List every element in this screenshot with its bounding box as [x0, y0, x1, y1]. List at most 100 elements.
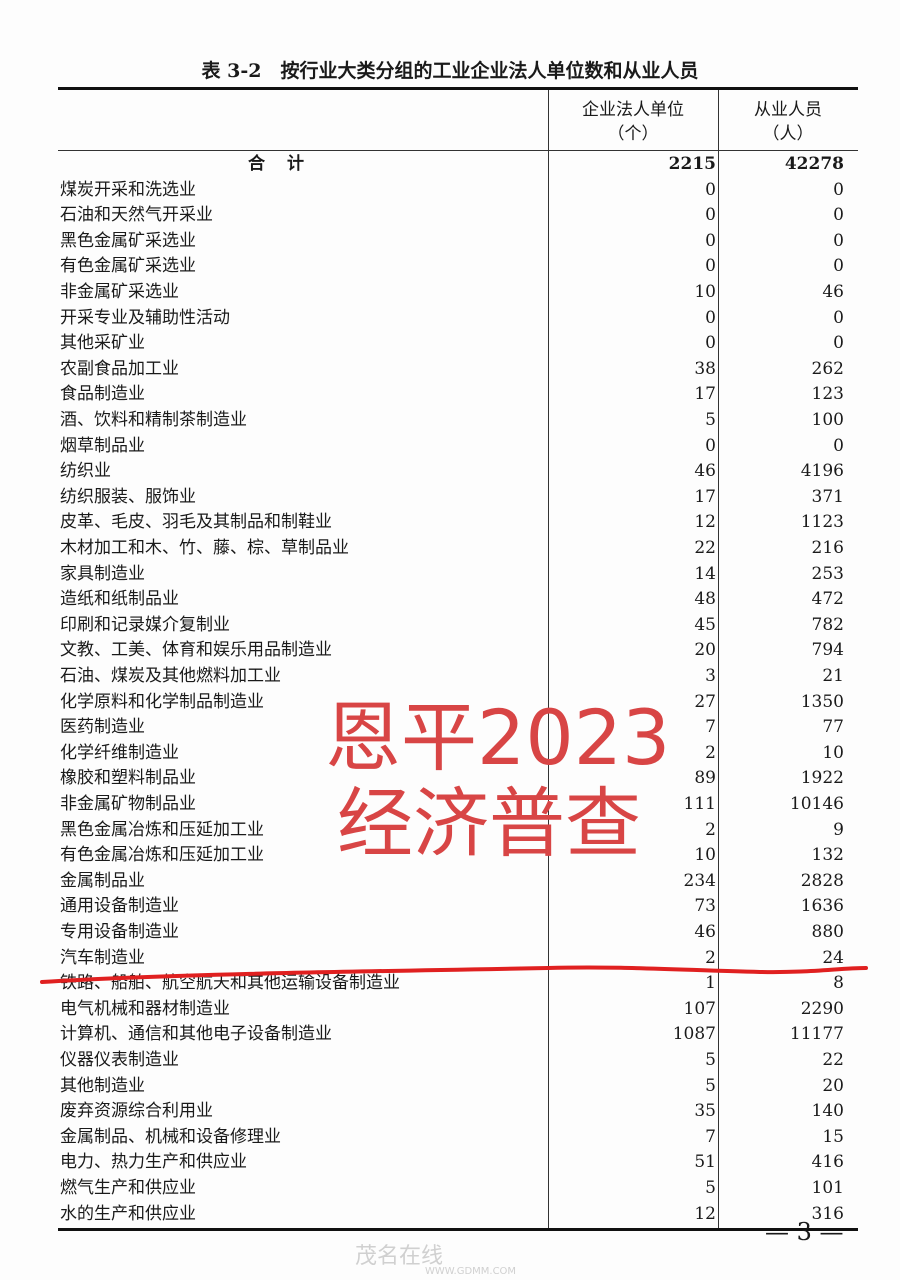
- watermark: 茂名在线 WWW.GDMM.COM: [355, 1238, 516, 1277]
- row-employees: 15: [822, 1126, 844, 1147]
- row-name: 印刷和记录媒介复制业: [60, 614, 230, 635]
- table-row: 开采专业及辅助性活动 0 0: [58, 306, 858, 332]
- row-name: 电气机械和器材制造业: [60, 998, 230, 1019]
- table-row: 仪器仪表制造业 5 22: [58, 1048, 858, 1074]
- row-employees: 46: [822, 281, 844, 302]
- row-units: 5: [705, 1049, 716, 1070]
- row-employees: 24: [822, 947, 844, 968]
- row-units: 2: [705, 947, 716, 968]
- row-name: 燃气生产和供应业: [60, 1177, 196, 1198]
- row-name: 金属制品业: [60, 870, 145, 891]
- row-employees: 10146: [789, 793, 844, 814]
- table-row: 其他制造业 5 20: [58, 1074, 858, 1100]
- row-name: 汽车制造业: [60, 947, 145, 968]
- row-name: 纺织业: [60, 461, 111, 482]
- row-name: 黑色金属矿采选业: [60, 230, 196, 251]
- row-employees: 0: [833, 179, 844, 200]
- row-name: 家具制造业: [60, 563, 145, 584]
- row-name: 仪器仪表制造业: [60, 1049, 179, 1070]
- row-name: 橡胶和塑料制品业: [60, 768, 196, 789]
- row-units: 22: [694, 537, 716, 558]
- table-row: 其他采矿业 0 0: [58, 331, 858, 357]
- row-units: 27: [694, 691, 716, 712]
- row-name: 食品制造业: [60, 384, 145, 405]
- table-row: 文教、工美、体育和娱乐用品制造业 20 794: [58, 638, 858, 664]
- row-name: 化学原料和化学制品制造业: [60, 691, 264, 712]
- row-employees: 0: [833, 230, 844, 251]
- row-name: 开采专业及辅助性活动: [60, 307, 230, 328]
- row-units: 14: [694, 563, 716, 584]
- column-divider: [548, 90, 549, 1229]
- row-employees: 2828: [800, 870, 844, 891]
- table-row: 电气机械和器材制造业 107 2290: [58, 997, 858, 1023]
- row-name: 纺织服装、服饰业: [60, 486, 196, 507]
- row-units: 35: [694, 1101, 716, 1122]
- row-name: 石油、煤炭及其他燃料加工业: [60, 665, 281, 686]
- row-employees: 316: [811, 1203, 844, 1224]
- row-name: 其他制造业: [60, 1075, 145, 1096]
- row-units: 20: [694, 640, 716, 661]
- row-name: 金属制品、机械和设备修理业: [60, 1126, 281, 1147]
- row-name: 合计: [248, 154, 326, 174]
- row-units: 17: [694, 486, 716, 507]
- row-employees: 77: [822, 717, 844, 738]
- overlay-line1: 恩平2023: [325, 693, 671, 782]
- table-row: 石油和天然气开采业 0 0: [58, 203, 858, 229]
- row-name: 有色金属矿采选业: [60, 256, 196, 277]
- row-units: 5: [705, 1177, 716, 1198]
- row-employees: 0: [833, 205, 844, 226]
- row-employees: 11177: [789, 1024, 844, 1045]
- row-employees: 262: [811, 358, 844, 379]
- row-units: 89: [694, 768, 716, 789]
- header-units-label: 企业法人单位: [582, 100, 684, 120]
- row-employees: 22: [822, 1049, 844, 1070]
- table-row: 农副食品加工业 38 262: [58, 357, 858, 383]
- row-name: 农副食品加工业: [60, 358, 179, 379]
- table-row: 纺织服装、服饰业 17 371: [58, 485, 858, 511]
- row-employees: 416: [811, 1152, 844, 1173]
- row-units: 45: [694, 614, 716, 635]
- row-name: 文教、工美、体育和娱乐用品制造业: [60, 640, 332, 661]
- row-employees: 8: [833, 973, 844, 994]
- table-row: 食品制造业 17 123: [58, 382, 858, 408]
- row-name: 水的生产和供应业: [60, 1203, 196, 1224]
- row-name: 酒、饮料和精制茶制造业: [60, 409, 247, 430]
- table-row: 化学纤维制造业 2 10: [58, 741, 858, 767]
- row-name: 烟草制品业: [60, 435, 145, 456]
- row-units: 46: [694, 921, 716, 942]
- row-name: 电力、热力生产和供应业: [60, 1152, 247, 1173]
- row-units: 0: [705, 179, 716, 200]
- table-row: 纺织业 46 4196: [58, 459, 858, 485]
- row-employees: 216: [811, 537, 844, 558]
- table-row: 黑色金属矿采选业 0 0: [58, 229, 858, 255]
- row-name: 皮革、毛皮、羽毛及其制品和制鞋业: [60, 512, 332, 533]
- table-row: 金属制品、机械和设备修理业 7 15: [58, 1125, 858, 1151]
- row-units: 2: [705, 819, 716, 840]
- row-name: 医药制造业: [60, 717, 145, 738]
- row-name: 煤炭开采和洗选业: [60, 179, 196, 200]
- row-employees: 1350: [800, 691, 844, 712]
- row-employees: 101: [811, 1177, 844, 1198]
- row-employees: 4196: [800, 461, 844, 482]
- row-name: 通用设备制造业: [60, 896, 179, 917]
- row-units: 1087: [672, 1024, 716, 1045]
- row-units: 5: [705, 1075, 716, 1096]
- overlay-line2: 经济普查: [337, 779, 641, 868]
- watermark-url: WWW.GDMM.COM: [425, 1266, 517, 1277]
- table-row: 医药制造业 7 77: [58, 715, 858, 741]
- column-divider: [718, 90, 719, 1229]
- row-units: 5: [705, 409, 716, 430]
- row-units: 73: [694, 896, 716, 917]
- row-employees: 794: [811, 640, 844, 661]
- row-units: 10: [694, 845, 716, 866]
- row-units: 0: [705, 256, 716, 277]
- row-employees: 2290: [800, 998, 844, 1019]
- row-units: 0: [705, 435, 716, 456]
- table-row: 黑色金属冶炼和压延加工业 2 9: [58, 818, 858, 844]
- page-number: — 3 —: [765, 1218, 844, 1246]
- header-employees-unit: （人）: [762, 124, 814, 144]
- row-units: 111: [683, 793, 716, 814]
- table-row: 石油、煤炭及其他燃料加工业 3 21: [58, 664, 858, 690]
- table-row: 通用设备制造业 73 1636: [58, 894, 858, 920]
